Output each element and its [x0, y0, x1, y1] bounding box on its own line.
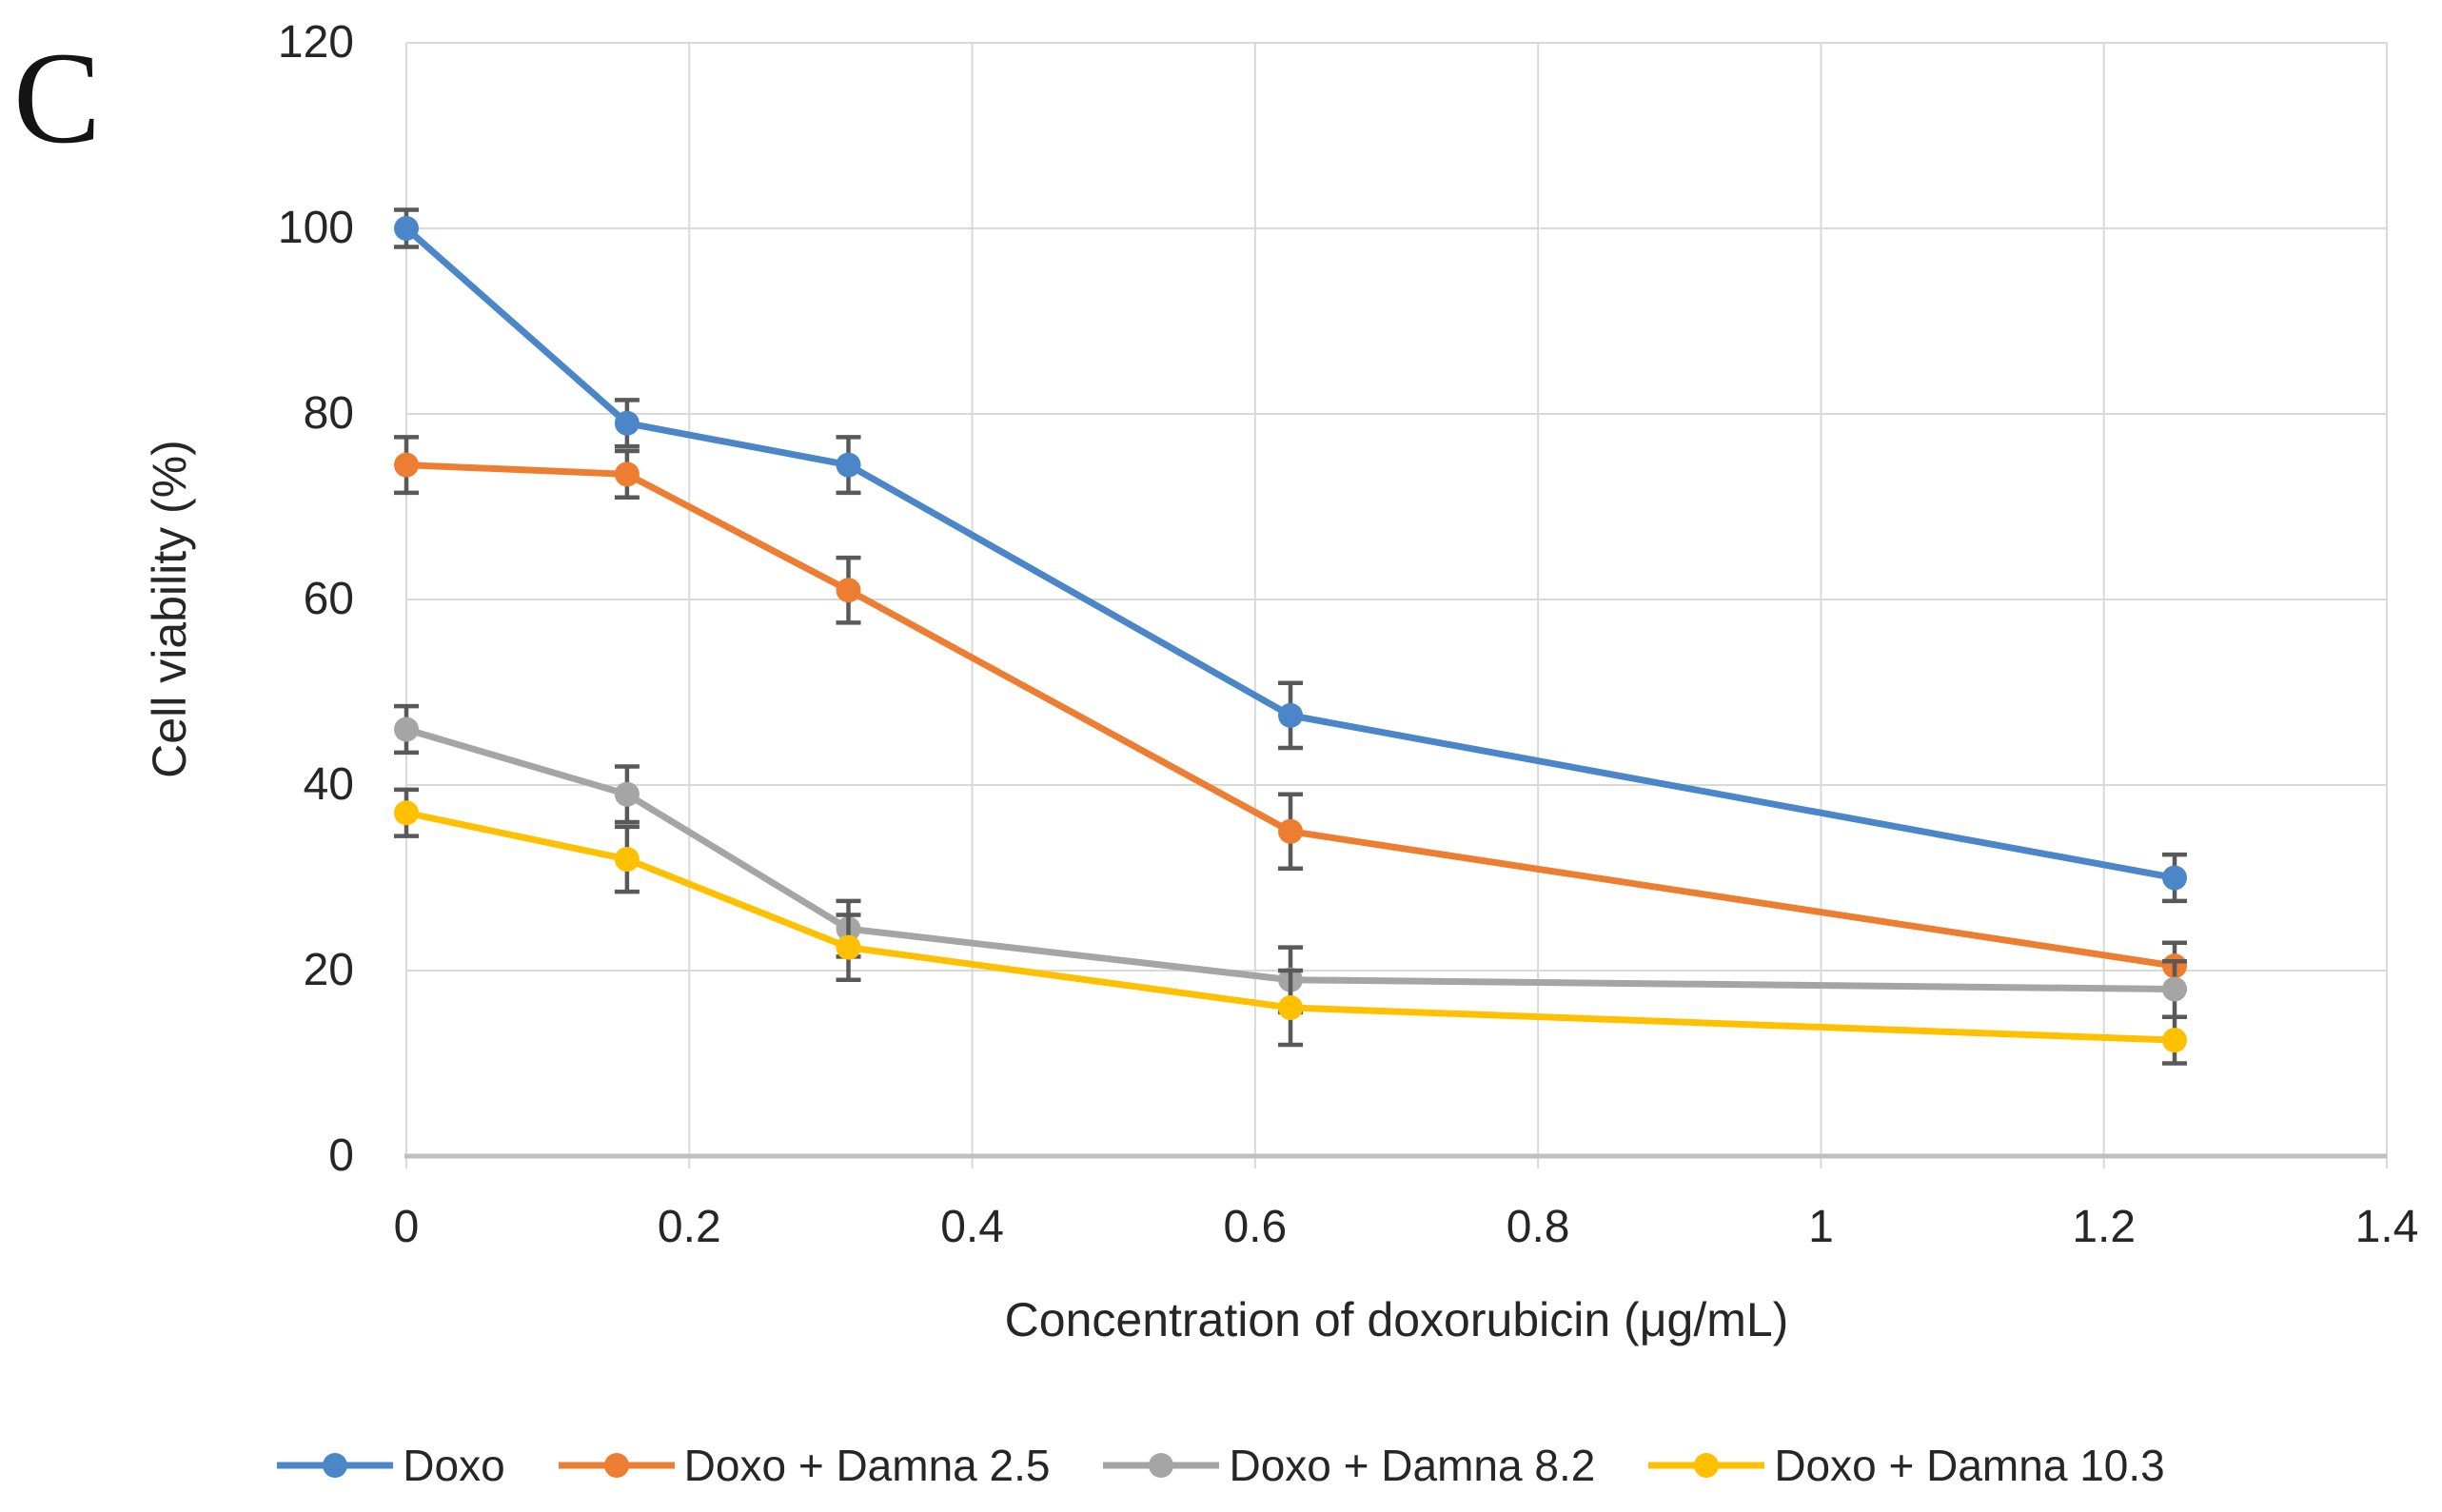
data-point-doxo-damna-8-2 [394, 717, 419, 742]
data-point-doxo-damna-8-2 [614, 781, 640, 807]
legend-label: Doxo + Damna 10.3 [1774, 1441, 2165, 1490]
data-point-doxo-damna-10-3 [614, 847, 640, 872]
x-tick-label: 0.4 [940, 1202, 1004, 1252]
data-point-doxo [614, 410, 640, 436]
data-point-doxo-damna-2-5 [836, 578, 861, 603]
y-tick-label: 20 [303, 945, 354, 995]
data-point-doxo-damna-8-2 [2162, 976, 2188, 1002]
y-tick-label: 80 [303, 388, 354, 439]
legend-marker-doxo-damna-8-2 [1103, 1453, 1220, 1478]
x-tick-label: 0.6 [1223, 1202, 1288, 1252]
data-point-doxo [836, 452, 861, 478]
legend-item-doxo-damna-8-2: Doxo + Damna 8.2 [1103, 1443, 1595, 1487]
y-tick-label: 0 [328, 1130, 354, 1181]
legend-marker-doxo-damna-10-3 [1648, 1453, 1765, 1478]
panel-label: C [13, 25, 102, 170]
legend-item-doxo-damna-2-5: Doxo + Damna 2.5 [558, 1441, 1051, 1490]
x-tick-label: 1.4 [2354, 1202, 2419, 1252]
legend-label: Doxo + Damna 8.2 [1229, 1441, 1596, 1490]
data-point-doxo [1278, 702, 1304, 728]
x-axis-title: Concentration of doxorubicin (μg/mL) [1004, 1293, 1789, 1346]
legend-dot [323, 1453, 348, 1478]
data-point-doxo-damna-2-5 [1278, 818, 1304, 844]
series-line-doxo [403, 225, 2178, 881]
data-point-doxo-damna-2-5 [614, 461, 640, 487]
legend-marker-doxo-damna-2-5 [558, 1453, 675, 1478]
legend-marker-doxo [277, 1453, 394, 1478]
data-point-doxo [2162, 865, 2188, 891]
y-tick-label: 40 [303, 759, 354, 810]
y-tick-label: 100 [277, 203, 354, 253]
data-point-doxo-damna-10-3 [1278, 995, 1304, 1020]
legend-dot [1694, 1453, 1720, 1478]
legend-label: Doxo + Damna 2.5 [683, 1441, 1051, 1490]
data-point-doxo-damna-2-5 [394, 452, 419, 478]
y-tick-label: 60 [303, 574, 354, 624]
data-point-doxo-damna-10-3 [394, 800, 419, 826]
data-point-doxo-damna-10-3 [2162, 1028, 2188, 1053]
legend-item-doxo-damna-10-3: Doxo + Damna 10.3 [1648, 1441, 2165, 1490]
x-tick-label: 0.8 [1506, 1202, 1570, 1252]
legend-dot [1149, 1453, 1174, 1478]
y-axis-title: Cell viability (%) [143, 440, 196, 778]
y-tick-label: 120 [277, 17, 354, 68]
legend-label: Doxo [403, 1441, 505, 1490]
legend-item-doxo: Doxo [277, 1441, 505, 1490]
legend-dot [603, 1453, 629, 1478]
x-tick-label: 1.2 [2072, 1202, 2137, 1252]
chart-legend: Doxo Doxo + Damna 2.5 Doxo + Damna 8.2 Doxo… [0, 1427, 2442, 1503]
data-point-doxo-damna-10-3 [836, 934, 861, 960]
data-point-doxo [394, 216, 419, 241]
x-tick-label: 0 [393, 1202, 420, 1252]
x-tick-label: 0.2 [657, 1202, 721, 1252]
x-tick-label: 1 [1808, 1202, 1834, 1252]
